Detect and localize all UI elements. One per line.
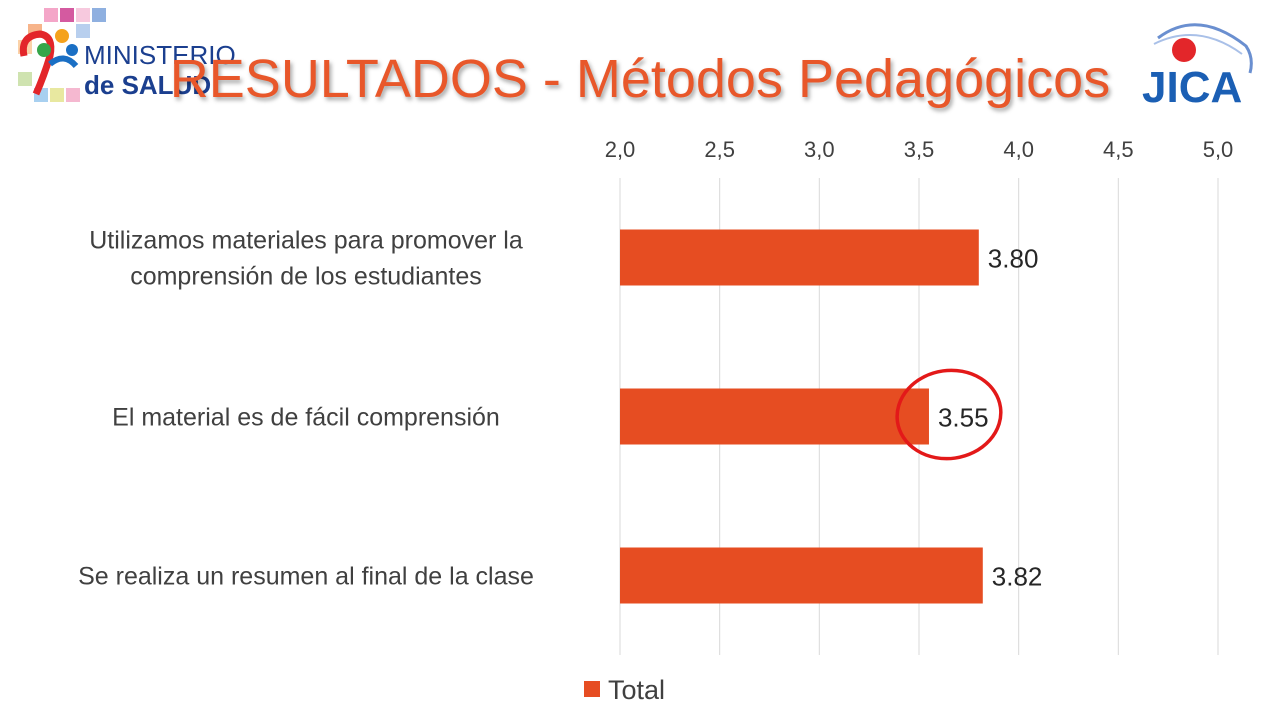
jica-red-dot [1172, 38, 1196, 62]
x-tick-label: 2,5 [704, 137, 735, 162]
category-labels: Utilizamos materiales para promover la co… [78, 227, 534, 591]
legend-swatch [584, 681, 600, 697]
x-tick-label: 2,0 [605, 137, 636, 162]
data-label: 3.80 [988, 244, 1039, 274]
page-title: RESULTADOS - Métodos Pedagógicos [169, 49, 1111, 109]
highlight-circle [895, 368, 1003, 461]
data-label: 3.82 [992, 562, 1043, 592]
bar [620, 388, 929, 445]
x-tick-label: 3,5 [904, 137, 935, 162]
bar [620, 547, 983, 604]
jica-wordmark: JICA [1142, 63, 1242, 108]
bar [620, 229, 979, 286]
x-tick-label: 5,0 [1203, 137, 1234, 162]
x-axis-tick-labels: 2,0 2,5 3,0 3,5 4,0 4,5 5,0 [605, 137, 1234, 162]
logo-figures [19, 29, 79, 96]
x-tick-label: 3,0 [804, 137, 835, 162]
legend-label: Total [608, 675, 665, 705]
logo-line2: de SALUD [84, 70, 211, 100]
x-tick-label: 4,5 [1103, 137, 1134, 162]
category-label: El material es de fácil comprensión [112, 404, 500, 432]
data-label: 3.55 [938, 403, 989, 433]
data-labels: 3.80 3.55 3.82 [938, 244, 1042, 592]
legend: Total [584, 675, 665, 705]
jica-logo: JICA [1142, 23, 1253, 108]
logo-line1: MINISTERIO [84, 40, 236, 70]
category-label: Utilizamos materiales para promover la co… [89, 227, 523, 291]
category-label: Se realiza un resumen al final de la cla… [78, 563, 534, 591]
bars [620, 229, 983, 604]
highlight-annotation [895, 368, 1003, 461]
x-tick-label: 4,0 [1003, 137, 1034, 162]
ministerio-de-salud-logo: MINISTERIO de SALUD [18, 8, 236, 102]
